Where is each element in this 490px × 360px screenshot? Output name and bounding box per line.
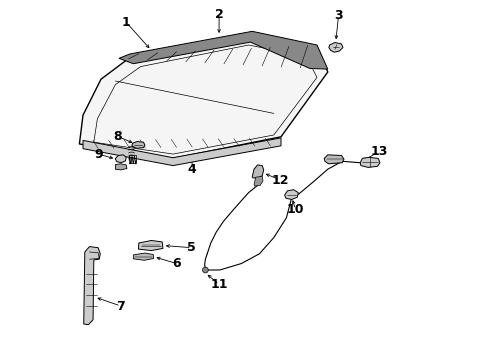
Circle shape: [202, 267, 208, 273]
Polygon shape: [360, 157, 380, 167]
Polygon shape: [139, 240, 163, 251]
Polygon shape: [254, 176, 263, 186]
Polygon shape: [119, 31, 328, 69]
Polygon shape: [324, 155, 344, 164]
Polygon shape: [252, 165, 264, 178]
Text: 8: 8: [113, 130, 122, 143]
Polygon shape: [84, 247, 100, 325]
Text: 7: 7: [117, 300, 125, 312]
Polygon shape: [116, 155, 126, 163]
Text: 1: 1: [122, 16, 130, 29]
Text: 2: 2: [215, 8, 223, 21]
Polygon shape: [83, 138, 281, 166]
Polygon shape: [133, 253, 153, 260]
Text: 12: 12: [271, 174, 289, 186]
Polygon shape: [116, 164, 127, 170]
Text: 13: 13: [370, 145, 388, 158]
Text: 3: 3: [334, 9, 343, 22]
Text: 9: 9: [94, 148, 103, 161]
Polygon shape: [132, 141, 145, 148]
Text: 6: 6: [172, 257, 181, 270]
Text: 5: 5: [187, 241, 196, 254]
Polygon shape: [285, 190, 298, 199]
Text: 11: 11: [210, 278, 228, 291]
Text: 10: 10: [287, 203, 304, 216]
Text: 4: 4: [188, 163, 196, 176]
Polygon shape: [79, 34, 328, 158]
Polygon shape: [329, 42, 343, 52]
